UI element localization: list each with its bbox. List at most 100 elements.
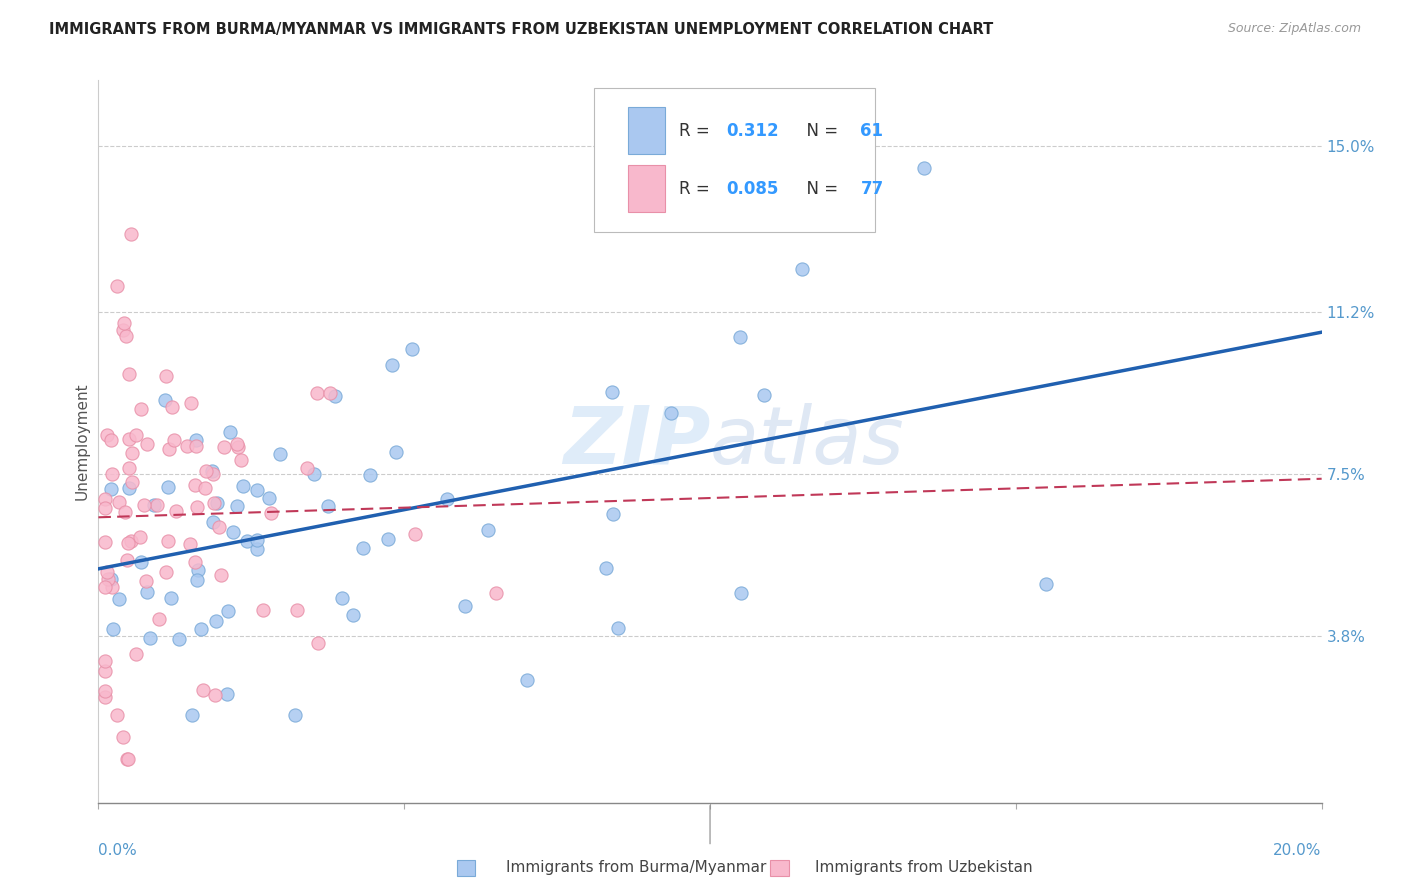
FancyBboxPatch shape: [628, 107, 665, 154]
Point: [269, 447, 291, 461]
Point: [105, 708, 128, 723]
Point: [201, 467, 224, 481]
Point: [212, 440, 235, 454]
Point: [180, 395, 202, 409]
Point: [148, 612, 170, 626]
Point: [359, 468, 381, 483]
Point: [352, 541, 374, 555]
Point: [912, 161, 935, 175]
Point: [132, 498, 155, 512]
Point: [186, 500, 208, 514]
Point: [217, 687, 239, 701]
Point: [136, 585, 159, 599]
Point: [477, 523, 499, 537]
Point: [205, 614, 228, 628]
Point: [155, 368, 177, 383]
Point: [187, 564, 209, 578]
Point: [191, 682, 214, 697]
Point: [93, 664, 115, 678]
Point: [285, 603, 308, 617]
Point: [404, 527, 426, 541]
Text: R =: R =: [679, 179, 716, 198]
Point: [160, 591, 183, 606]
Point: [754, 387, 776, 401]
Point: [661, 406, 683, 420]
Point: [115, 752, 138, 766]
Point: [193, 482, 215, 496]
Text: 77: 77: [860, 179, 884, 198]
Point: [155, 565, 177, 579]
Text: 0.085: 0.085: [725, 179, 779, 198]
Point: [232, 478, 254, 492]
Point: [307, 636, 329, 650]
Point: [595, 560, 617, 574]
Point: [121, 446, 143, 460]
Text: N =: N =: [796, 122, 844, 140]
Point: [118, 460, 141, 475]
Point: [112, 316, 135, 330]
Point: [135, 574, 157, 588]
Point: [219, 425, 242, 439]
Point: [330, 591, 353, 605]
Text: N =: N =: [796, 179, 844, 198]
Text: IMMIGRANTS FROM BURMA/MYANMAR VS IMMIGRANTS FROM UZBEKISTAN UNEMPLOYMENT CORRELA: IMMIGRANTS FROM BURMA/MYANMAR VS IMMIGRA…: [49, 22, 994, 37]
Text: 20.0%: 20.0%: [1274, 843, 1322, 857]
Point: [186, 573, 208, 587]
Point: [231, 452, 253, 467]
Point: [111, 323, 134, 337]
Point: [100, 433, 122, 447]
Point: [183, 478, 205, 492]
Point: [316, 499, 339, 513]
Point: [118, 432, 141, 446]
Point: [100, 482, 122, 496]
Point: [202, 516, 225, 530]
Point: [728, 329, 751, 343]
Point: [120, 533, 142, 548]
Point: [260, 507, 283, 521]
Point: [120, 227, 142, 241]
Point: [384, 445, 406, 459]
Point: [381, 358, 404, 372]
FancyBboxPatch shape: [593, 87, 875, 232]
Point: [246, 483, 269, 497]
Point: [105, 279, 128, 293]
Point: [93, 534, 115, 549]
Point: [118, 481, 141, 495]
Point: [209, 568, 232, 582]
Point: [96, 572, 118, 586]
Point: [163, 433, 186, 447]
Point: [117, 535, 139, 549]
Point: [284, 708, 307, 723]
Point: [118, 367, 141, 381]
Point: [204, 688, 226, 702]
Point: [179, 537, 201, 551]
Point: [101, 622, 124, 636]
FancyBboxPatch shape: [628, 165, 665, 212]
Y-axis label: Unemployment: Unemployment: [75, 383, 90, 500]
Point: [342, 607, 364, 622]
Point: [600, 384, 623, 399]
Point: [257, 491, 280, 505]
Point: [184, 439, 207, 453]
Point: [1035, 577, 1057, 591]
Point: [607, 621, 630, 635]
Point: [108, 591, 131, 606]
Text: Immigrants from Uzbekistan: Immigrants from Uzbekistan: [815, 860, 1033, 874]
Point: [125, 427, 148, 442]
Point: [246, 542, 269, 557]
Point: [184, 555, 207, 569]
Point: [401, 342, 423, 356]
Point: [156, 533, 179, 548]
Point: [454, 599, 477, 613]
Text: 0.0%: 0.0%: [98, 843, 138, 857]
Point: [129, 401, 152, 416]
Text: ZIP: ZIP: [562, 402, 710, 481]
Text: atlas: atlas: [710, 402, 905, 481]
Point: [115, 328, 138, 343]
Point: [107, 495, 129, 509]
Point: [208, 520, 231, 534]
Point: [146, 498, 169, 512]
Point: [167, 632, 190, 646]
Text: R =: R =: [679, 122, 716, 140]
Text: Immigrants from Burma/Myanmar: Immigrants from Burma/Myanmar: [506, 860, 766, 874]
